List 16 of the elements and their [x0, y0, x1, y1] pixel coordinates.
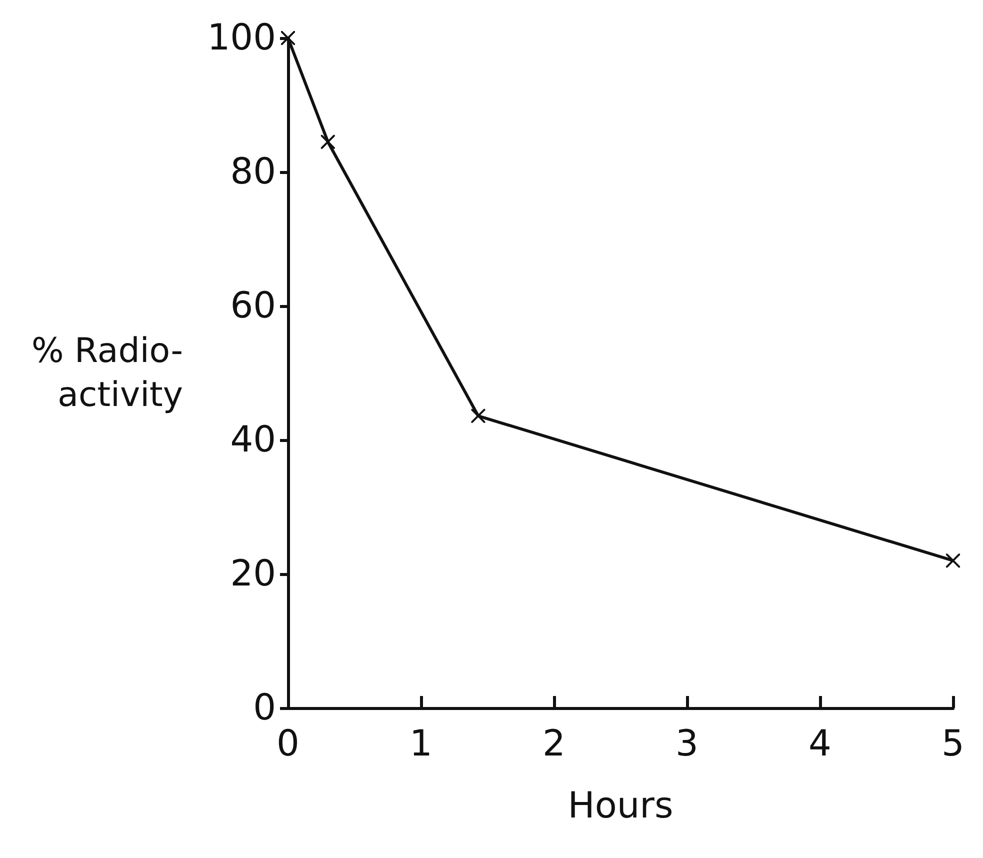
x-axis-title: Hours: [568, 786, 674, 826]
y-tick-label: 40: [230, 420, 276, 460]
y-tick-label: 80: [230, 152, 276, 192]
x-tick-label: 1: [410, 724, 432, 764]
x-tick-label: 3: [676, 724, 698, 764]
point: [320, 134, 335, 149]
y-tick-label: 20: [230, 554, 276, 594]
y-axis-title: % Radio- activity: [31, 331, 183, 415]
x-tick-label: 4: [808, 724, 832, 764]
y-tick-label: 60: [230, 286, 276, 326]
point: [946, 554, 960, 568]
point: [471, 408, 486, 423]
y-tick-label: 100: [207, 18, 276, 58]
x-tick-label: 2: [542, 724, 566, 764]
x-tick-label: 5: [942, 724, 964, 764]
y-tick-label: 0: [253, 688, 276, 728]
